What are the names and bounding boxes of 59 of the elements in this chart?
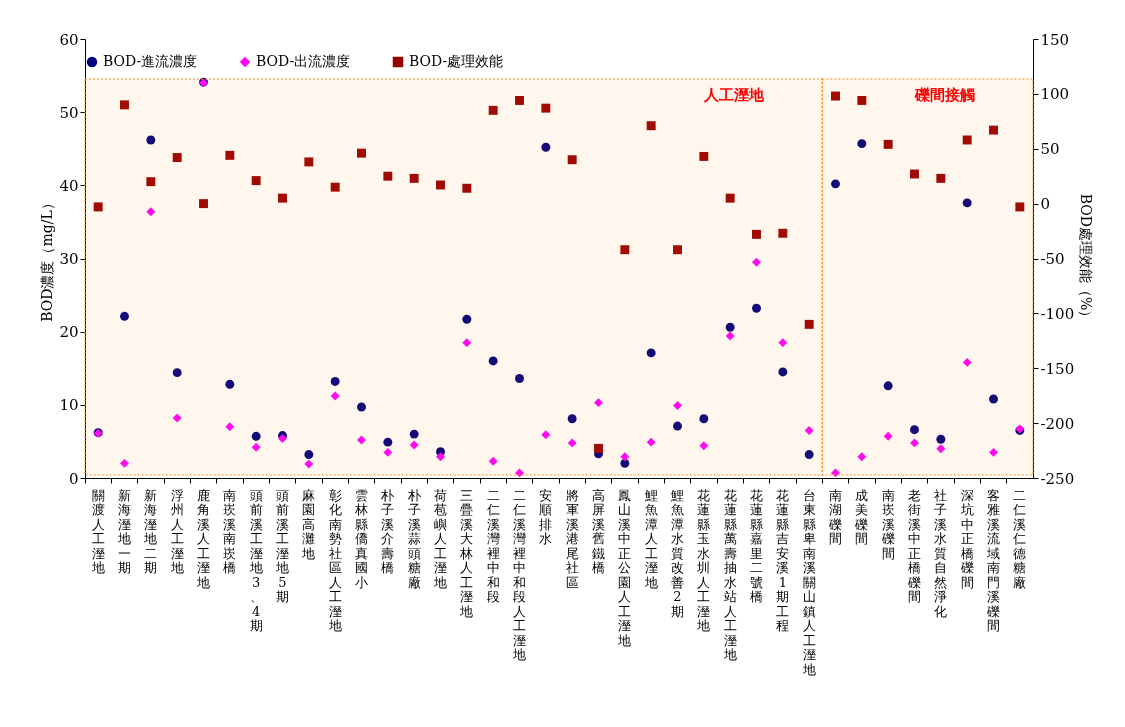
y-tick-label: 0 xyxy=(68,469,79,488)
y2-tick-label: -50 xyxy=(1040,250,1065,268)
x-tick-label: 二仁溪仁德糖廠 xyxy=(1012,487,1027,590)
y-tick-label: 40 xyxy=(59,176,79,195)
x-tick-label: 荷苞嶼人工溼地 xyxy=(433,487,447,590)
x-tick-label: 二仁溪灣裡中和段 xyxy=(485,487,500,604)
x-tick-label: 成美礫間 xyxy=(854,487,869,546)
y-tick-label: 50 xyxy=(59,103,79,122)
category-label: 二仁溪灣裡中和段人工溼地 xyxy=(513,487,526,662)
band-label: 礫間接觸 xyxy=(913,86,975,104)
x-tick-label: 朴子溪介壽橋 xyxy=(380,487,395,575)
x-tick-label: 將軍溪港尾社區 xyxy=(565,487,579,590)
x-tick-label: 鯉魚潭人工溼地 xyxy=(643,487,658,590)
category-label: 花蓮縣吉安溪1期工程 xyxy=(776,487,790,633)
category-label: 客雅溪流域南門溪礫間 xyxy=(987,487,1000,633)
y2-tick-label: -200 xyxy=(1040,414,1075,433)
y2-tick-label: -250 xyxy=(1040,469,1075,488)
legend-label: BOD-處理效能 xyxy=(409,53,504,69)
y2-tick-label: 100 xyxy=(1040,85,1070,104)
category-label: 社子溪水質自然淨化 xyxy=(934,487,948,619)
category-label: 彰化南勢社區人工溼地 xyxy=(328,487,342,633)
category-label: 鯉魚潭水質改善2期 xyxy=(671,487,684,619)
x-tick-label: 頭前溪工溼地5期 xyxy=(275,487,289,604)
y2-axis-title: BOD處理效能（%） xyxy=(1078,193,1095,325)
y-tick-label: 60 xyxy=(59,30,79,49)
category-label: 鳳山溪中正公園人工溼地 xyxy=(618,487,632,648)
x-tick-label: 朴子溪蒜頭糖廠 xyxy=(406,487,421,590)
category-label: 頭前溪工溼地3、4 期 xyxy=(249,487,263,633)
y-tick-label: 20 xyxy=(59,323,79,342)
x-tick-label: 南崁溪礫間 xyxy=(880,487,895,561)
x-tick-label: 南湖礫間 xyxy=(828,487,842,546)
band-label: 人工溼地 xyxy=(703,86,765,104)
category-label: 三疊溪大林人工溼地 xyxy=(460,487,474,619)
x-tick-label: 麻園高灘地 xyxy=(301,487,316,561)
x-tick-label: 浮州人工溼地 xyxy=(169,487,184,575)
x-tick-label: 新海溼地二期 xyxy=(143,487,158,575)
x-tick-label: 南崁溪南崁橋 xyxy=(223,487,237,575)
x-tick-label: 花蓮縣嘉里二號橋 xyxy=(750,487,763,604)
x-tick-label: 關渡人工溼地 xyxy=(90,487,105,575)
y-axis-title: BOD濃度（mg/L） xyxy=(39,196,56,322)
x-tick-label: 鹿角溪人工溼地 xyxy=(196,487,210,590)
y2-tick-label: -150 xyxy=(1040,359,1075,378)
y2-tick-label: 0 xyxy=(1040,195,1051,214)
y-tick-label: 10 xyxy=(59,396,79,415)
category-label: 花蓮縣玉水圳人工溼地 xyxy=(697,487,711,633)
x-tick-label: 老街溪中正橋礫間 xyxy=(907,487,921,604)
y2-tick-label: 150 xyxy=(1040,30,1070,49)
y2-tick-label: -100 xyxy=(1040,304,1075,323)
x-tick-label: 雲林縣僑真國小 xyxy=(354,487,368,590)
x-tick-label: 深坑中正橋礫間 xyxy=(959,487,974,590)
y2-tick-label: 50 xyxy=(1040,140,1060,159)
legend-label: BOD-進流濃度 xyxy=(103,53,198,69)
x-tick-label: 高屏溪舊鐵橋 xyxy=(592,487,605,575)
category-label: 台東縣卑南溪關山鎮人工溼地 xyxy=(802,487,816,677)
x-tick-label: 安順排水 xyxy=(539,487,553,546)
category-label: 花蓮縣萬壽抽水站人工溼地 xyxy=(723,487,737,662)
legend-label: BOD-出流濃度 xyxy=(256,53,351,69)
y-tick-label: 30 xyxy=(59,250,79,268)
x-tick-label: 新海溼地一期 xyxy=(117,487,131,575)
